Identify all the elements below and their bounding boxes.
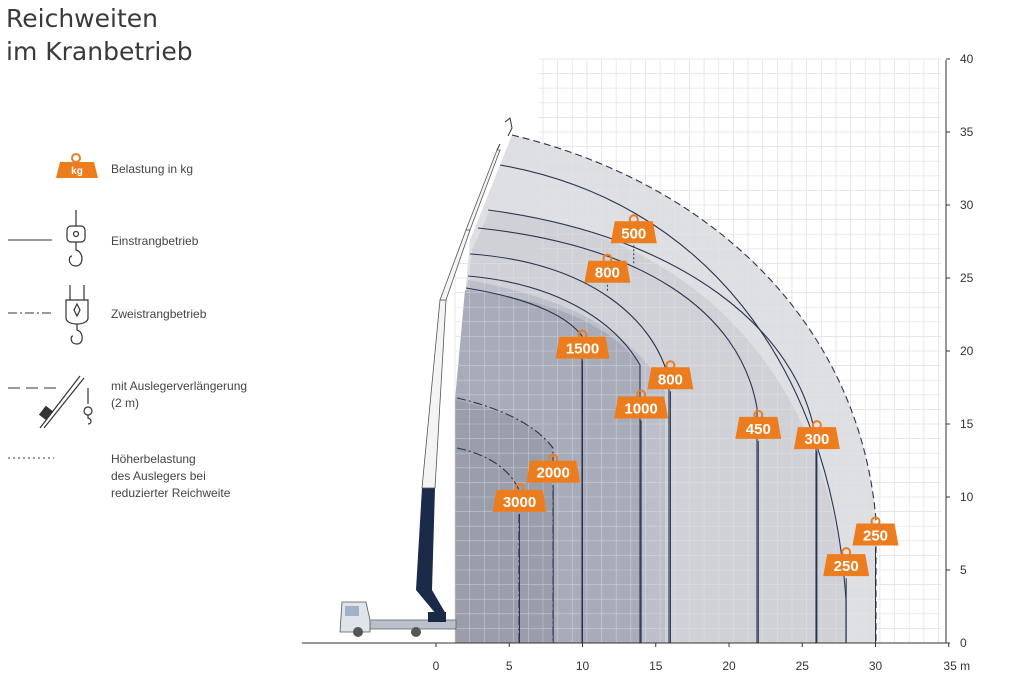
y-tick-label: 20: [960, 344, 974, 358]
legend-extension: mit Auslegerverlängerung (2 m): [111, 378, 247, 412]
legend-single-text: Einstrangbetrieb: [111, 234, 199, 248]
truck: [339, 601, 457, 637]
load-label-text: 250: [863, 528, 888, 545]
load-label-tag: [735, 416, 782, 439]
load-label: 250: [852, 516, 899, 643]
extension-icon: [38, 375, 93, 429]
x-tick-label: 10: [576, 659, 590, 673]
y-tick-label: 35: [960, 125, 974, 139]
legend-load-text: Belastung in kg: [111, 162, 194, 176]
y-tick-label: 15: [960, 417, 974, 431]
x-tick-label: 30: [869, 659, 883, 673]
curve-1000: [467, 275, 641, 643]
legend-overload-line-3: reduzierter Reichweite: [111, 486, 231, 500]
load-label: 250: [823, 547, 870, 643]
boom-hook: [496, 117, 513, 151]
page-title: Reichweiten im Kranbetrieb: [6, 2, 193, 68]
load-label-text: 250: [834, 558, 859, 575]
chart-ticks: 0 5 10 15 20 25 30 35 m 0 5 10 15 20 25 30 35 40: [433, 52, 974, 673]
load-label-tag: [584, 260, 631, 283]
crane-base: [428, 612, 446, 622]
load-label-text: 800: [658, 371, 683, 388]
load-label-text: 300: [804, 431, 829, 448]
load-label: 3000: [492, 482, 547, 643]
curve-800: [469, 253, 670, 643]
curve-3000: [456, 447, 520, 643]
legend-double-text: Zweistrangbetrieb: [111, 307, 207, 321]
curve-450: [477, 227, 758, 643]
legend-overload-line-2: des Auslegers bei: [111, 469, 206, 483]
load-label-text: 1000: [624, 400, 657, 417]
load-label: 500: [610, 214, 657, 264]
load-label: 800: [584, 253, 631, 293]
load-label-tag: [793, 427, 840, 450]
load-label: 800: [647, 360, 694, 643]
legend-overload-line-1: Höherbelastung: [111, 452, 196, 466]
weight-icon: kg: [56, 153, 98, 178]
double-hook-icon: [65, 285, 89, 345]
title-line-1: Reichweiten: [6, 4, 158, 33]
y-tick-label: 40: [960, 52, 974, 66]
truck-wheel-rear: [411, 627, 421, 637]
y-tick-label: 0: [960, 636, 967, 650]
boom-lower: [416, 488, 446, 614]
load-label-text: 2000: [537, 465, 570, 482]
load-label: 300: [793, 420, 840, 643]
load-label-tag: [852, 523, 899, 546]
x-tick-label: 20: [722, 659, 736, 673]
load-label-text: 1500: [566, 341, 599, 358]
y-tick-label: 10: [960, 490, 974, 504]
legend-extension-line-2: (2 m): [111, 396, 139, 410]
x-tick-label: 15: [649, 659, 663, 673]
load-label: 1000: [614, 389, 669, 643]
title-line-2: im Kranbetrieb: [6, 37, 193, 66]
x-tick-label: 25: [796, 659, 810, 673]
load-label-text: 500: [621, 225, 646, 242]
curve-2000: [456, 397, 554, 643]
load-label: 2000: [526, 453, 581, 643]
boom-mid: [421, 299, 447, 489]
curve-dashed-outer: [511, 134, 877, 643]
single-hook-icon: [66, 210, 86, 267]
y-tick-label: 30: [960, 198, 974, 212]
load-label-tag: [492, 489, 547, 512]
x-tick-label: 0: [433, 659, 440, 673]
load-label-text: 3000: [503, 494, 536, 511]
x-tick-label: 5: [506, 659, 513, 673]
load-label: 1500: [555, 329, 610, 643]
load-label-tag: [614, 396, 669, 419]
load-label-tag: [823, 554, 870, 577]
legend-load: Belastung in kg: [111, 161, 193, 178]
load-label-tag: [526, 460, 581, 483]
load-label-tag: [555, 336, 610, 359]
load-curves: [456, 134, 877, 643]
legend-icons: kg: [8, 153, 98, 459]
y-tick-label: 25: [960, 271, 974, 285]
load-label-tag: [647, 367, 694, 390]
x-tick-label: 35 m: [943, 659, 970, 673]
load-label: 450: [735, 409, 782, 643]
legend-extension-line-1: mit Auslegerverlängerung: [111, 379, 248, 393]
crane-boom: [416, 117, 513, 614]
load-label-tag: [610, 221, 657, 244]
curve-300: [487, 209, 817, 643]
load-label-text: 450: [746, 421, 771, 438]
weight-icon-text: kg: [71, 166, 83, 177]
zone-lower: [455, 400, 552, 643]
load-label-text: 800: [595, 265, 620, 282]
legend-single: Einstrangbetrieb: [111, 233, 198, 250]
y-tick-label: 5: [960, 563, 967, 577]
truck-wheel-front: [353, 627, 363, 637]
curve-1500: [465, 287, 583, 643]
legend-double: Zweistrangbetrieb: [111, 306, 206, 323]
truck-window: [345, 606, 359, 616]
curve-250: [499, 164, 847, 643]
legend-overload: Höherbelastung des Auslegers bei reduzie…: [111, 451, 230, 502]
boom-tip: [465, 149, 501, 231]
